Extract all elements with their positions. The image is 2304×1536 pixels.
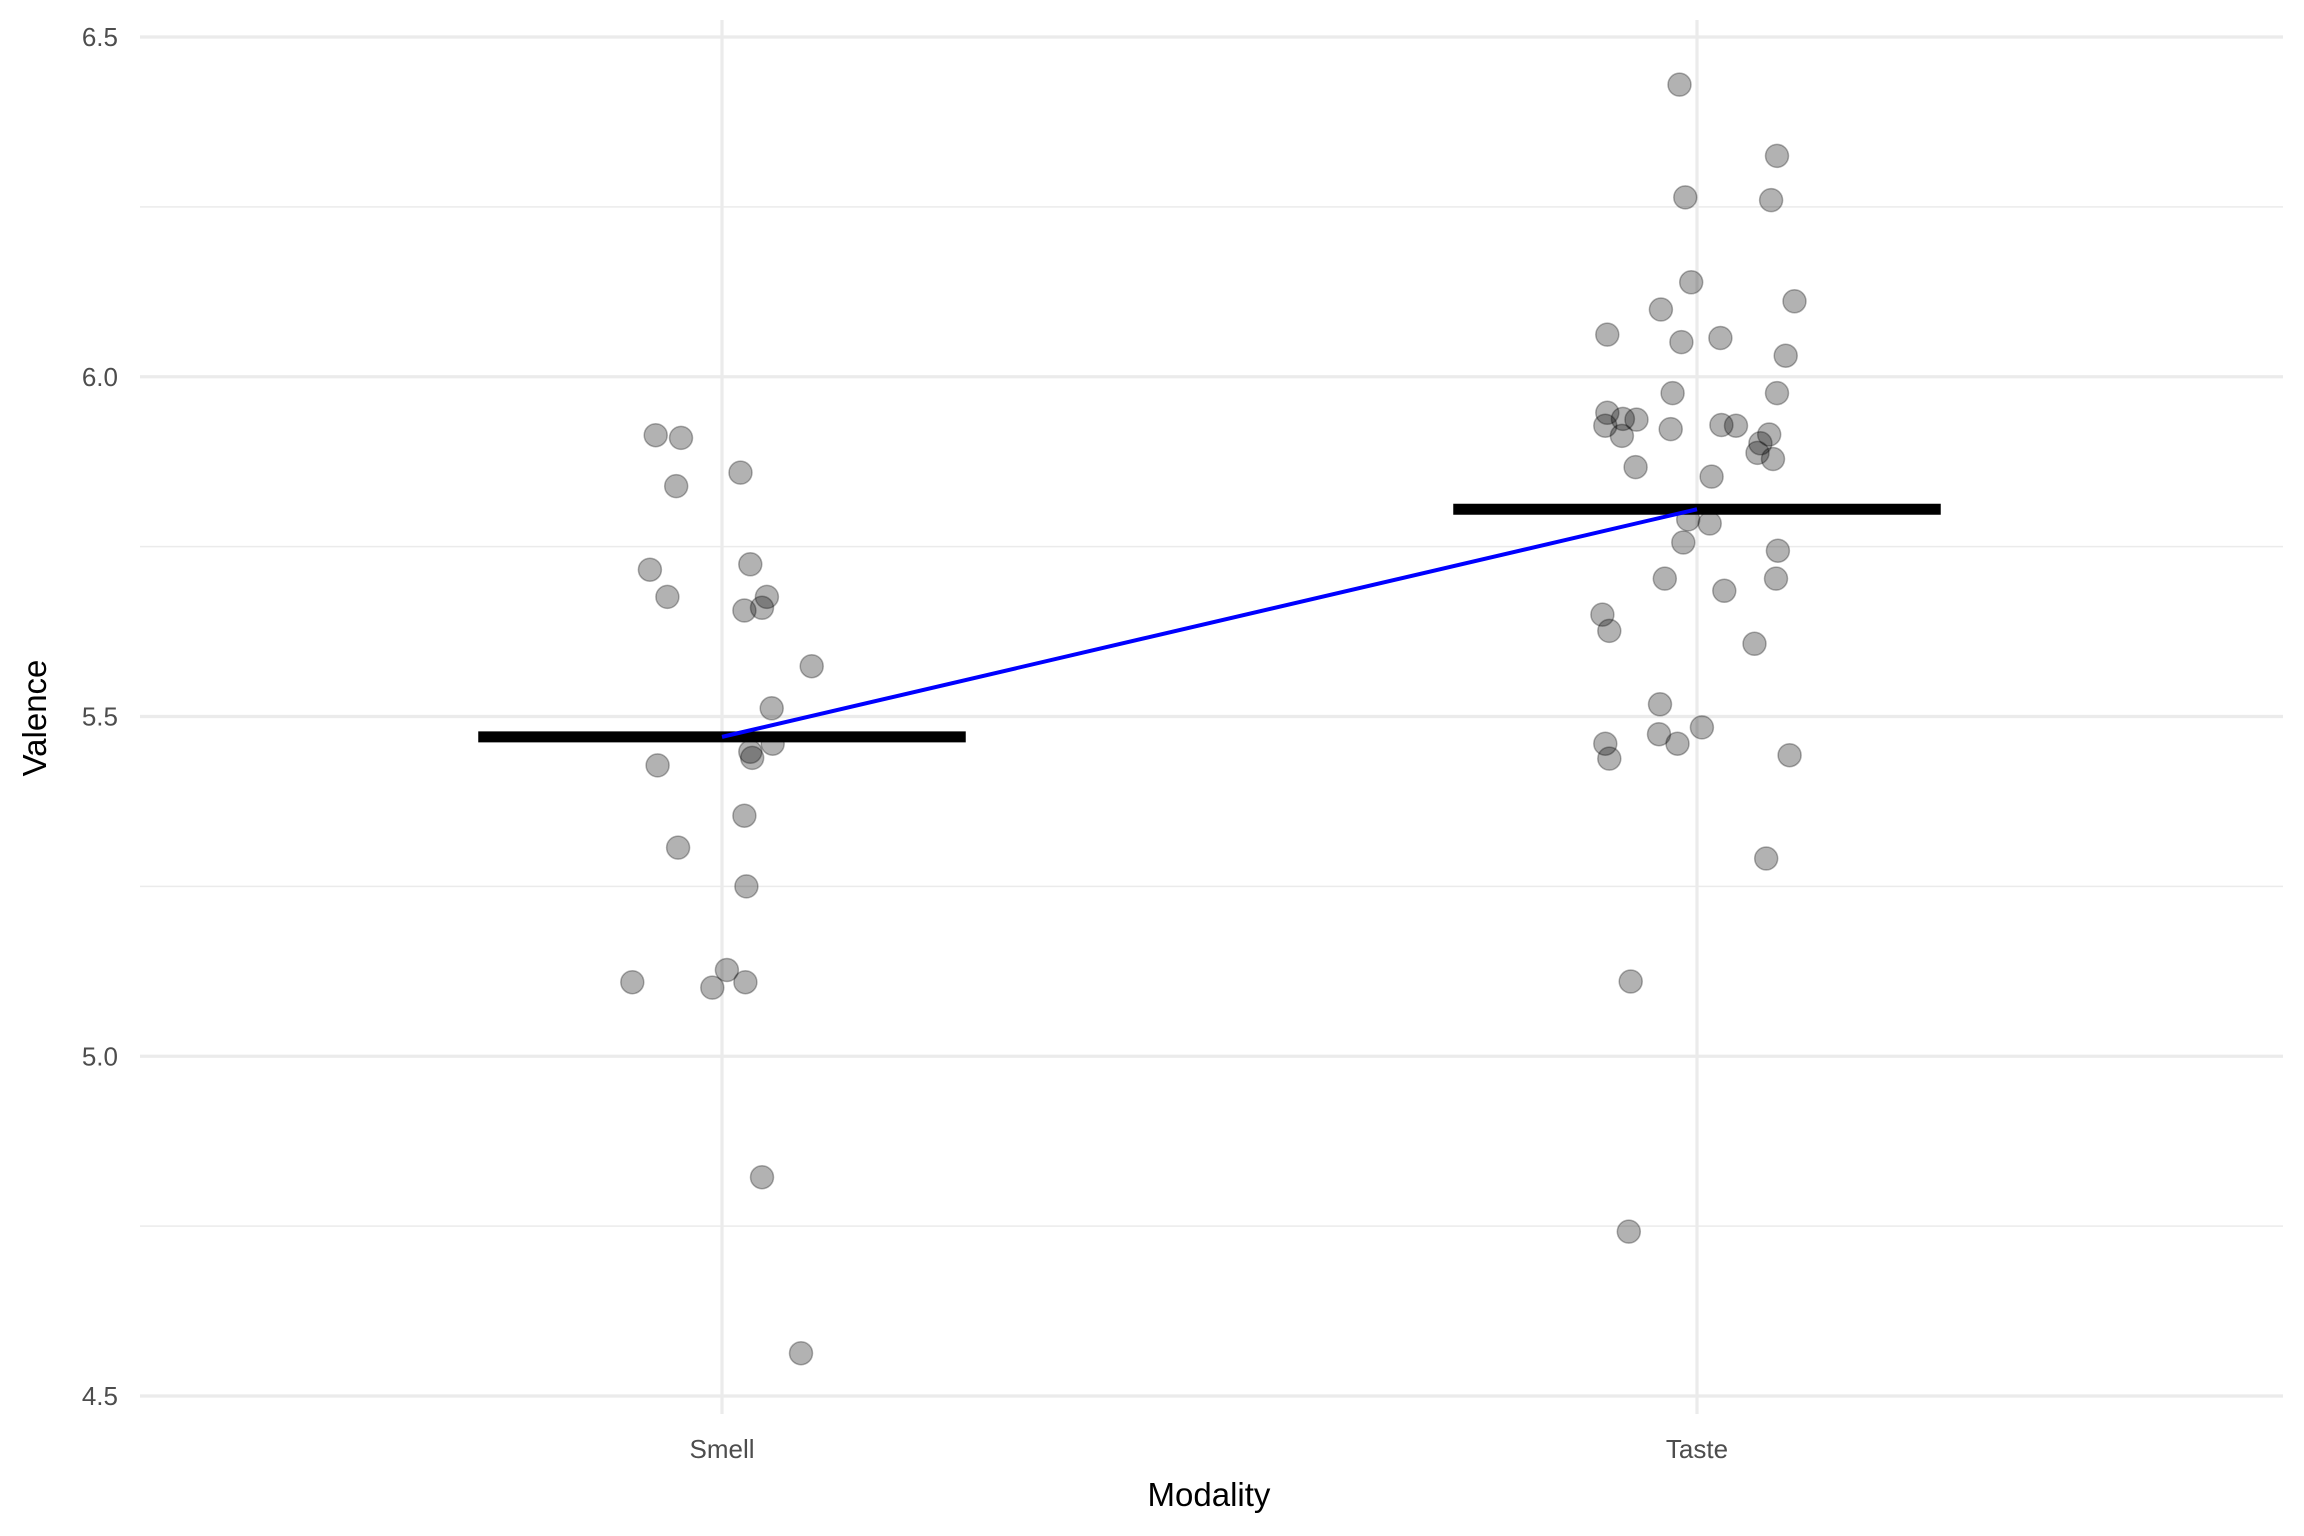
data-point-taste bbox=[1765, 538, 1791, 563]
y-tick-labels: 4.5 5.0 5.5 6.0 6.5 bbox=[82, 22, 118, 1411]
data-point-taste bbox=[1773, 343, 1798, 368]
x-tick-label: Smell bbox=[689, 1434, 754, 1464]
data-point-smell bbox=[739, 745, 765, 771]
data-point-taste bbox=[1593, 731, 1618, 756]
data-point-taste bbox=[1652, 566, 1678, 591]
data-point-taste bbox=[1646, 721, 1672, 747]
data-point-smell bbox=[759, 696, 784, 721]
data-point-taste bbox=[1742, 631, 1767, 657]
y-axis-title: Valence bbox=[16, 660, 53, 777]
data-point-taste bbox=[1597, 618, 1622, 644]
data-point-taste bbox=[1610, 406, 1636, 432]
data-point-taste bbox=[1618, 969, 1643, 994]
data-point-taste bbox=[1667, 72, 1692, 97]
data-point-smell bbox=[749, 595, 775, 621]
data-point-taste bbox=[1777, 742, 1802, 768]
data-point-taste bbox=[1595, 322, 1620, 347]
data-point-taste bbox=[1708, 325, 1733, 351]
data-point-taste bbox=[1764, 143, 1790, 169]
data-point-smell bbox=[645, 753, 670, 778]
data-point-taste bbox=[1758, 187, 1784, 213]
data-point-taste bbox=[1590, 602, 1615, 627]
data-point-taste bbox=[1763, 566, 1789, 591]
data-point-smell bbox=[733, 969, 758, 995]
data-point-taste bbox=[1709, 412, 1734, 438]
data-point-taste bbox=[1697, 511, 1722, 536]
data-point-smell bbox=[643, 422, 668, 448]
y-tick-label: 6.0 bbox=[82, 362, 118, 392]
data-point-taste bbox=[1678, 270, 1704, 295]
data-point-taste bbox=[1624, 407, 1649, 432]
data-point-taste bbox=[1595, 400, 1620, 426]
data-point-smell bbox=[668, 425, 694, 451]
grid-layer bbox=[140, 20, 2283, 1414]
data-point-smell bbox=[788, 1340, 814, 1366]
data-point-taste bbox=[1660, 380, 1685, 406]
data-point-taste bbox=[1647, 692, 1673, 717]
y-tick-label: 5.5 bbox=[82, 702, 118, 732]
data-point-smell bbox=[665, 835, 691, 860]
data-point-taste bbox=[1699, 464, 1724, 489]
data-point-taste bbox=[1671, 530, 1696, 555]
data-point-taste bbox=[1782, 289, 1807, 314]
data-point-smell bbox=[754, 584, 780, 610]
data-point-taste bbox=[1712, 578, 1737, 604]
data-point-smell bbox=[728, 460, 753, 485]
data-point-taste bbox=[1689, 715, 1715, 740]
data-point-taste bbox=[1760, 446, 1786, 472]
data-point-taste bbox=[1753, 846, 1779, 871]
x-tick-labels: Smell Taste bbox=[689, 1434, 1728, 1464]
data-point-smell bbox=[732, 598, 757, 623]
points-layer bbox=[620, 72, 1807, 1366]
y-tick-label: 5.0 bbox=[82, 1041, 118, 1071]
data-point-taste bbox=[1623, 454, 1648, 480]
y-tick-label: 4.5 bbox=[82, 1381, 118, 1411]
data-point-smell bbox=[620, 969, 645, 995]
data-point-taste bbox=[1748, 431, 1773, 456]
data-point-taste bbox=[1648, 297, 1674, 322]
data-point-taste bbox=[1673, 185, 1698, 210]
x-axis-title: Modality bbox=[1148, 1476, 1271, 1513]
data-point-taste bbox=[1723, 413, 1749, 438]
data-point-smell bbox=[655, 584, 680, 610]
x-tick-label: Taste bbox=[1666, 1434, 1728, 1464]
data-point-smell bbox=[799, 653, 824, 679]
data-point-smell bbox=[734, 874, 759, 899]
data-point-taste bbox=[1665, 731, 1690, 756]
data-point-smell bbox=[663, 473, 689, 499]
means-layer bbox=[478, 503, 1941, 743]
data-point-taste bbox=[1593, 413, 1618, 438]
data-point-smell bbox=[714, 957, 740, 983]
data-point-taste bbox=[1658, 416, 1683, 442]
data-point-smell bbox=[700, 975, 725, 1000]
data-point-smell bbox=[749, 1164, 775, 1190]
data-point-taste bbox=[1745, 440, 1770, 466]
data-point-taste bbox=[1597, 746, 1622, 771]
y-tick-label: 6.5 bbox=[82, 22, 118, 52]
data-point-taste bbox=[1764, 380, 1790, 406]
data-point-smell bbox=[732, 803, 757, 828]
data-point-taste bbox=[1756, 422, 1782, 447]
data-point-smell bbox=[738, 552, 763, 577]
data-point-smell bbox=[637, 557, 663, 582]
data-point-taste bbox=[1616, 1219, 1642, 1244]
mean-connector-line bbox=[721, 507, 1698, 739]
data-point-taste bbox=[1669, 329, 1694, 355]
data-point-taste bbox=[1609, 423, 1635, 449]
